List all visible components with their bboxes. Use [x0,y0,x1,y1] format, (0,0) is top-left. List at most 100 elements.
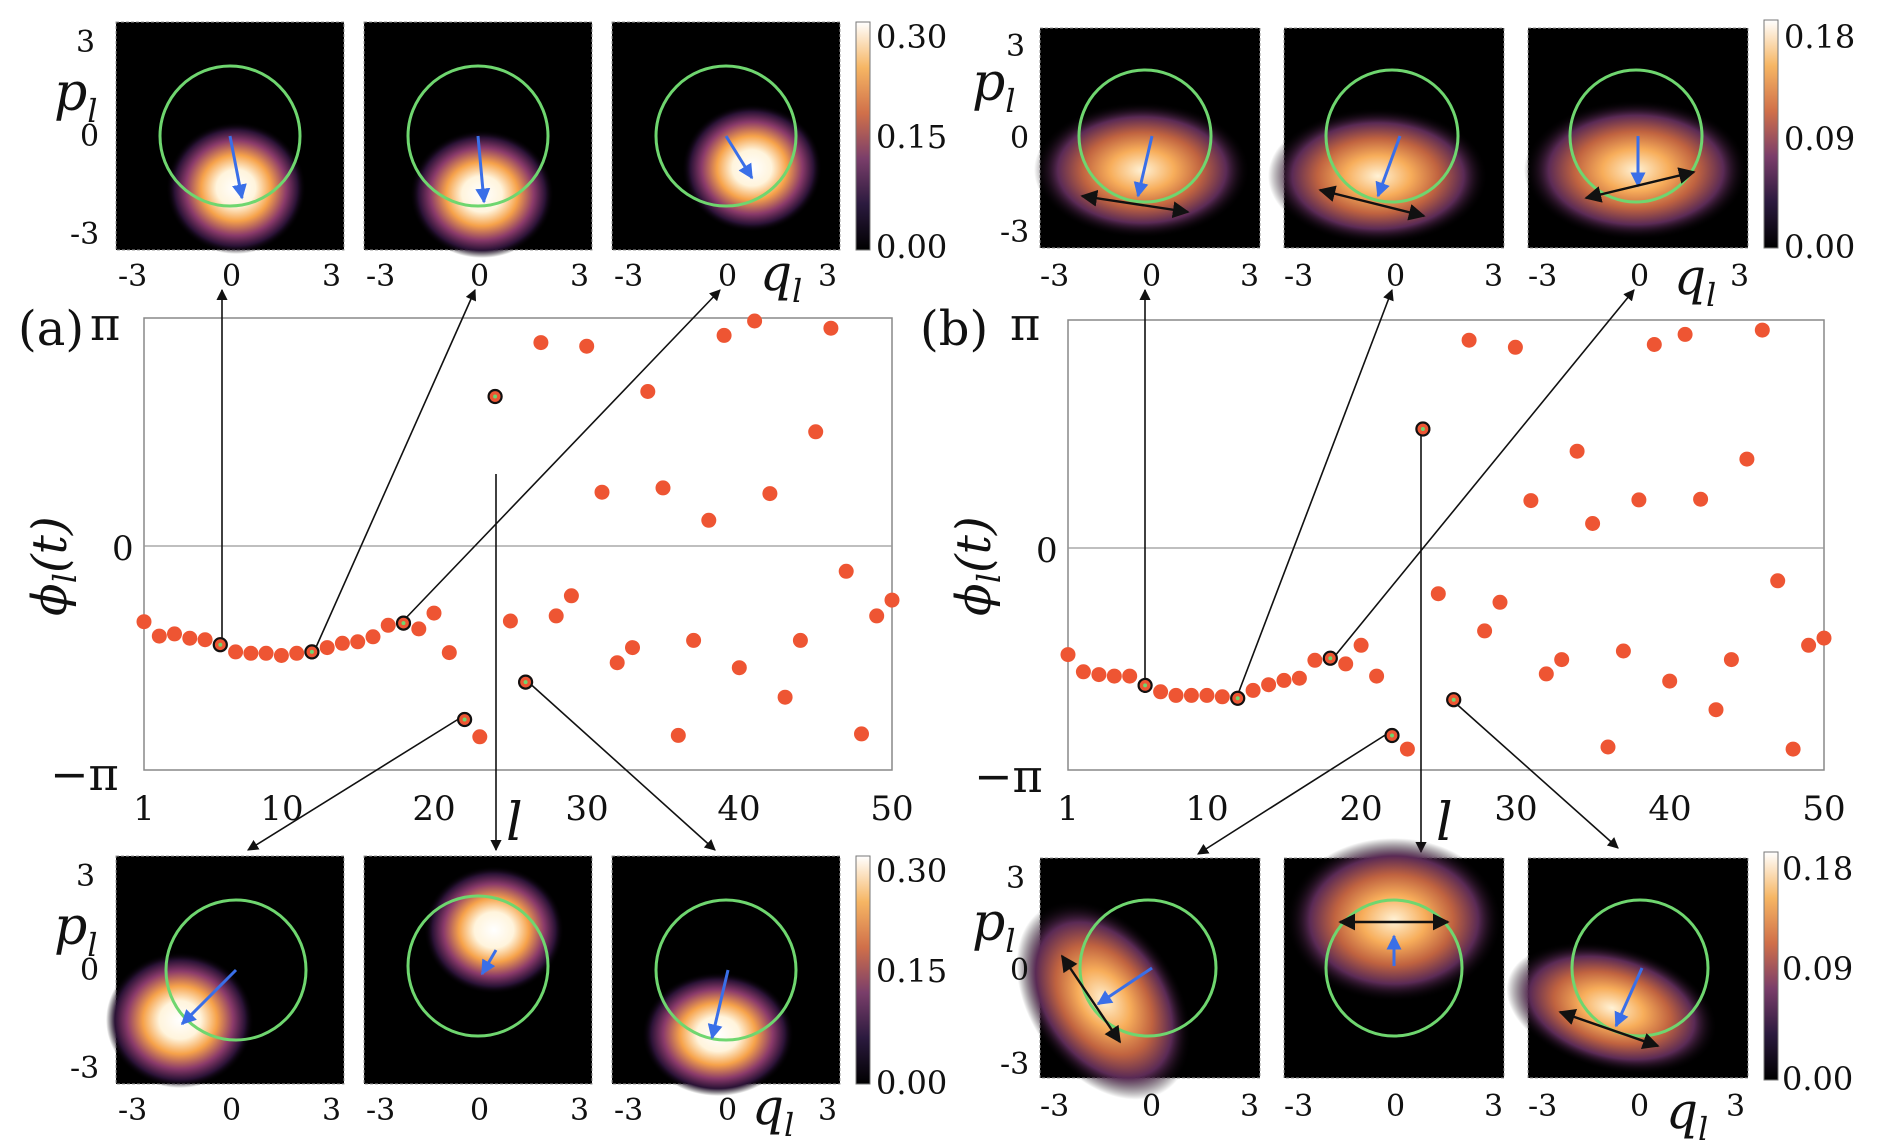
data-point [1739,451,1755,467]
data-point [1338,656,1354,672]
data-point [594,484,610,500]
inset-ytick: 0 [1010,121,1029,156]
blue-arrow-icon [475,135,491,204]
data-point [273,648,289,663]
x-axis-label: l [1436,793,1453,853]
data-point [731,660,747,676]
panel-label: (a) [18,301,84,357]
data-point [792,632,808,648]
data-point [380,617,396,633]
data-point [686,632,702,648]
inset-xticks-top: -3 0 3 -3 0 3 -3 0 3 ql [118,244,837,310]
connector-arrow [403,289,721,621]
data-point [1399,741,1415,757]
data-point [1600,739,1616,755]
xtick-50: 50 [870,789,913,829]
data-point [1677,326,1693,342]
xtick-30: 30 [565,789,608,829]
scatter-points [136,313,900,745]
inset-top-3 [1524,27,1749,249]
xtick-20: 20 [1339,789,1382,829]
circle-orbit [654,898,798,1042]
inset-xlabel: ql [752,1078,794,1144]
xtick-40: 40 [1648,789,1691,829]
data-point [151,628,167,644]
inset-xticks-bottom: -3 0 3 -3 0 3 -3 0 ql 3 [1040,1082,1745,1146]
inset-top-2 [1268,27,1505,249]
highlighted-point-center [1420,427,1425,431]
xtick-30: 30 [1494,789,1537,829]
scatter-points [1060,322,1832,757]
data-point [182,630,198,646]
density-blob [424,866,564,994]
data-point [533,335,549,351]
data-point [1122,668,1138,684]
density-blob [1268,108,1488,244]
svg-text:-3: -3 [1528,259,1557,294]
inset-xlabel: ql [760,244,802,310]
data-point [869,608,885,624]
inset-ytick: 3 [76,25,95,60]
svg-text:0: 0 [718,1093,737,1128]
data-point [1261,677,1277,693]
svg-text:-3: -3 [366,259,395,294]
data-point [1631,492,1647,508]
xtick-40: 40 [717,789,760,829]
data-point [747,313,763,329]
panel-b: (b) π 0 −π ϕl(t) 1 10 20 30 40 50 l [920,18,1855,1146]
data-point [1816,630,1832,646]
inset-bottom-1 [1016,857,1261,1100]
cbar-tick-mid: 0.09 [1784,120,1855,158]
connector-arrows [1139,288,1635,855]
highlighted-point-center [1328,656,1333,661]
data-point [1523,493,1539,509]
double-arrow-icon [1080,189,1190,219]
cbar-tick-max: 0.30 [876,852,947,890]
svg-text:-3: -3 [1284,1089,1313,1124]
plot-frame [1067,319,1825,771]
svg-text:0: 0 [1142,259,1161,294]
svg-text:3: 3 [570,1093,589,1128]
cbar-tick-max: 0.18 [1782,850,1853,888]
svg-text:0: 0 [1630,259,1649,294]
inset-xticks-bottom: -3 0 3 -3 0 3 -3 0 3 ql [118,1078,837,1144]
inset-top-3 [611,21,841,251]
svg-text:3: 3 [570,259,589,294]
blue-arrow-icon [707,969,730,1040]
svg-text:ϕl(t): ϕl(t) [946,516,1008,616]
data-point [1307,652,1323,668]
cbar-tick-mid: 0.15 [876,118,947,156]
data-point [655,480,671,496]
data-point [1353,637,1369,653]
highlighted-point-center [218,642,223,647]
svg-text:0: 0 [1386,259,1405,294]
xtick-10: 10 [1185,789,1228,829]
inset-ytick: -3 [70,217,99,252]
highlighted-point-center [523,680,528,685]
svg-text:3: 3 [322,259,341,294]
data-point [716,327,732,343]
cbar-tick-min: 0.00 [876,1064,947,1102]
data-point [548,608,564,624]
cbar-tick-max: 0.18 [1784,18,1855,56]
data-point [411,621,427,637]
data-point [243,645,259,661]
data-point [365,629,381,645]
data-point [1646,337,1662,352]
blue-arrow-icon [724,135,754,180]
inset-top-2 [363,21,593,258]
connector-arrow [525,679,716,851]
blue-arrow-icon [228,135,247,200]
xtick-20: 20 [412,789,455,829]
data-point [838,563,854,579]
colorbar-top [1763,19,1779,249]
svg-text:0: 0 [1630,1089,1649,1124]
density-blob [1286,838,1502,1002]
double-arrow-icon [1061,954,1121,1044]
data-point [563,588,579,604]
data-point [228,644,244,660]
data-point [1477,623,1493,639]
data-point [1091,667,1107,683]
data-point [1245,682,1261,698]
highlighted-point-center [309,649,314,654]
